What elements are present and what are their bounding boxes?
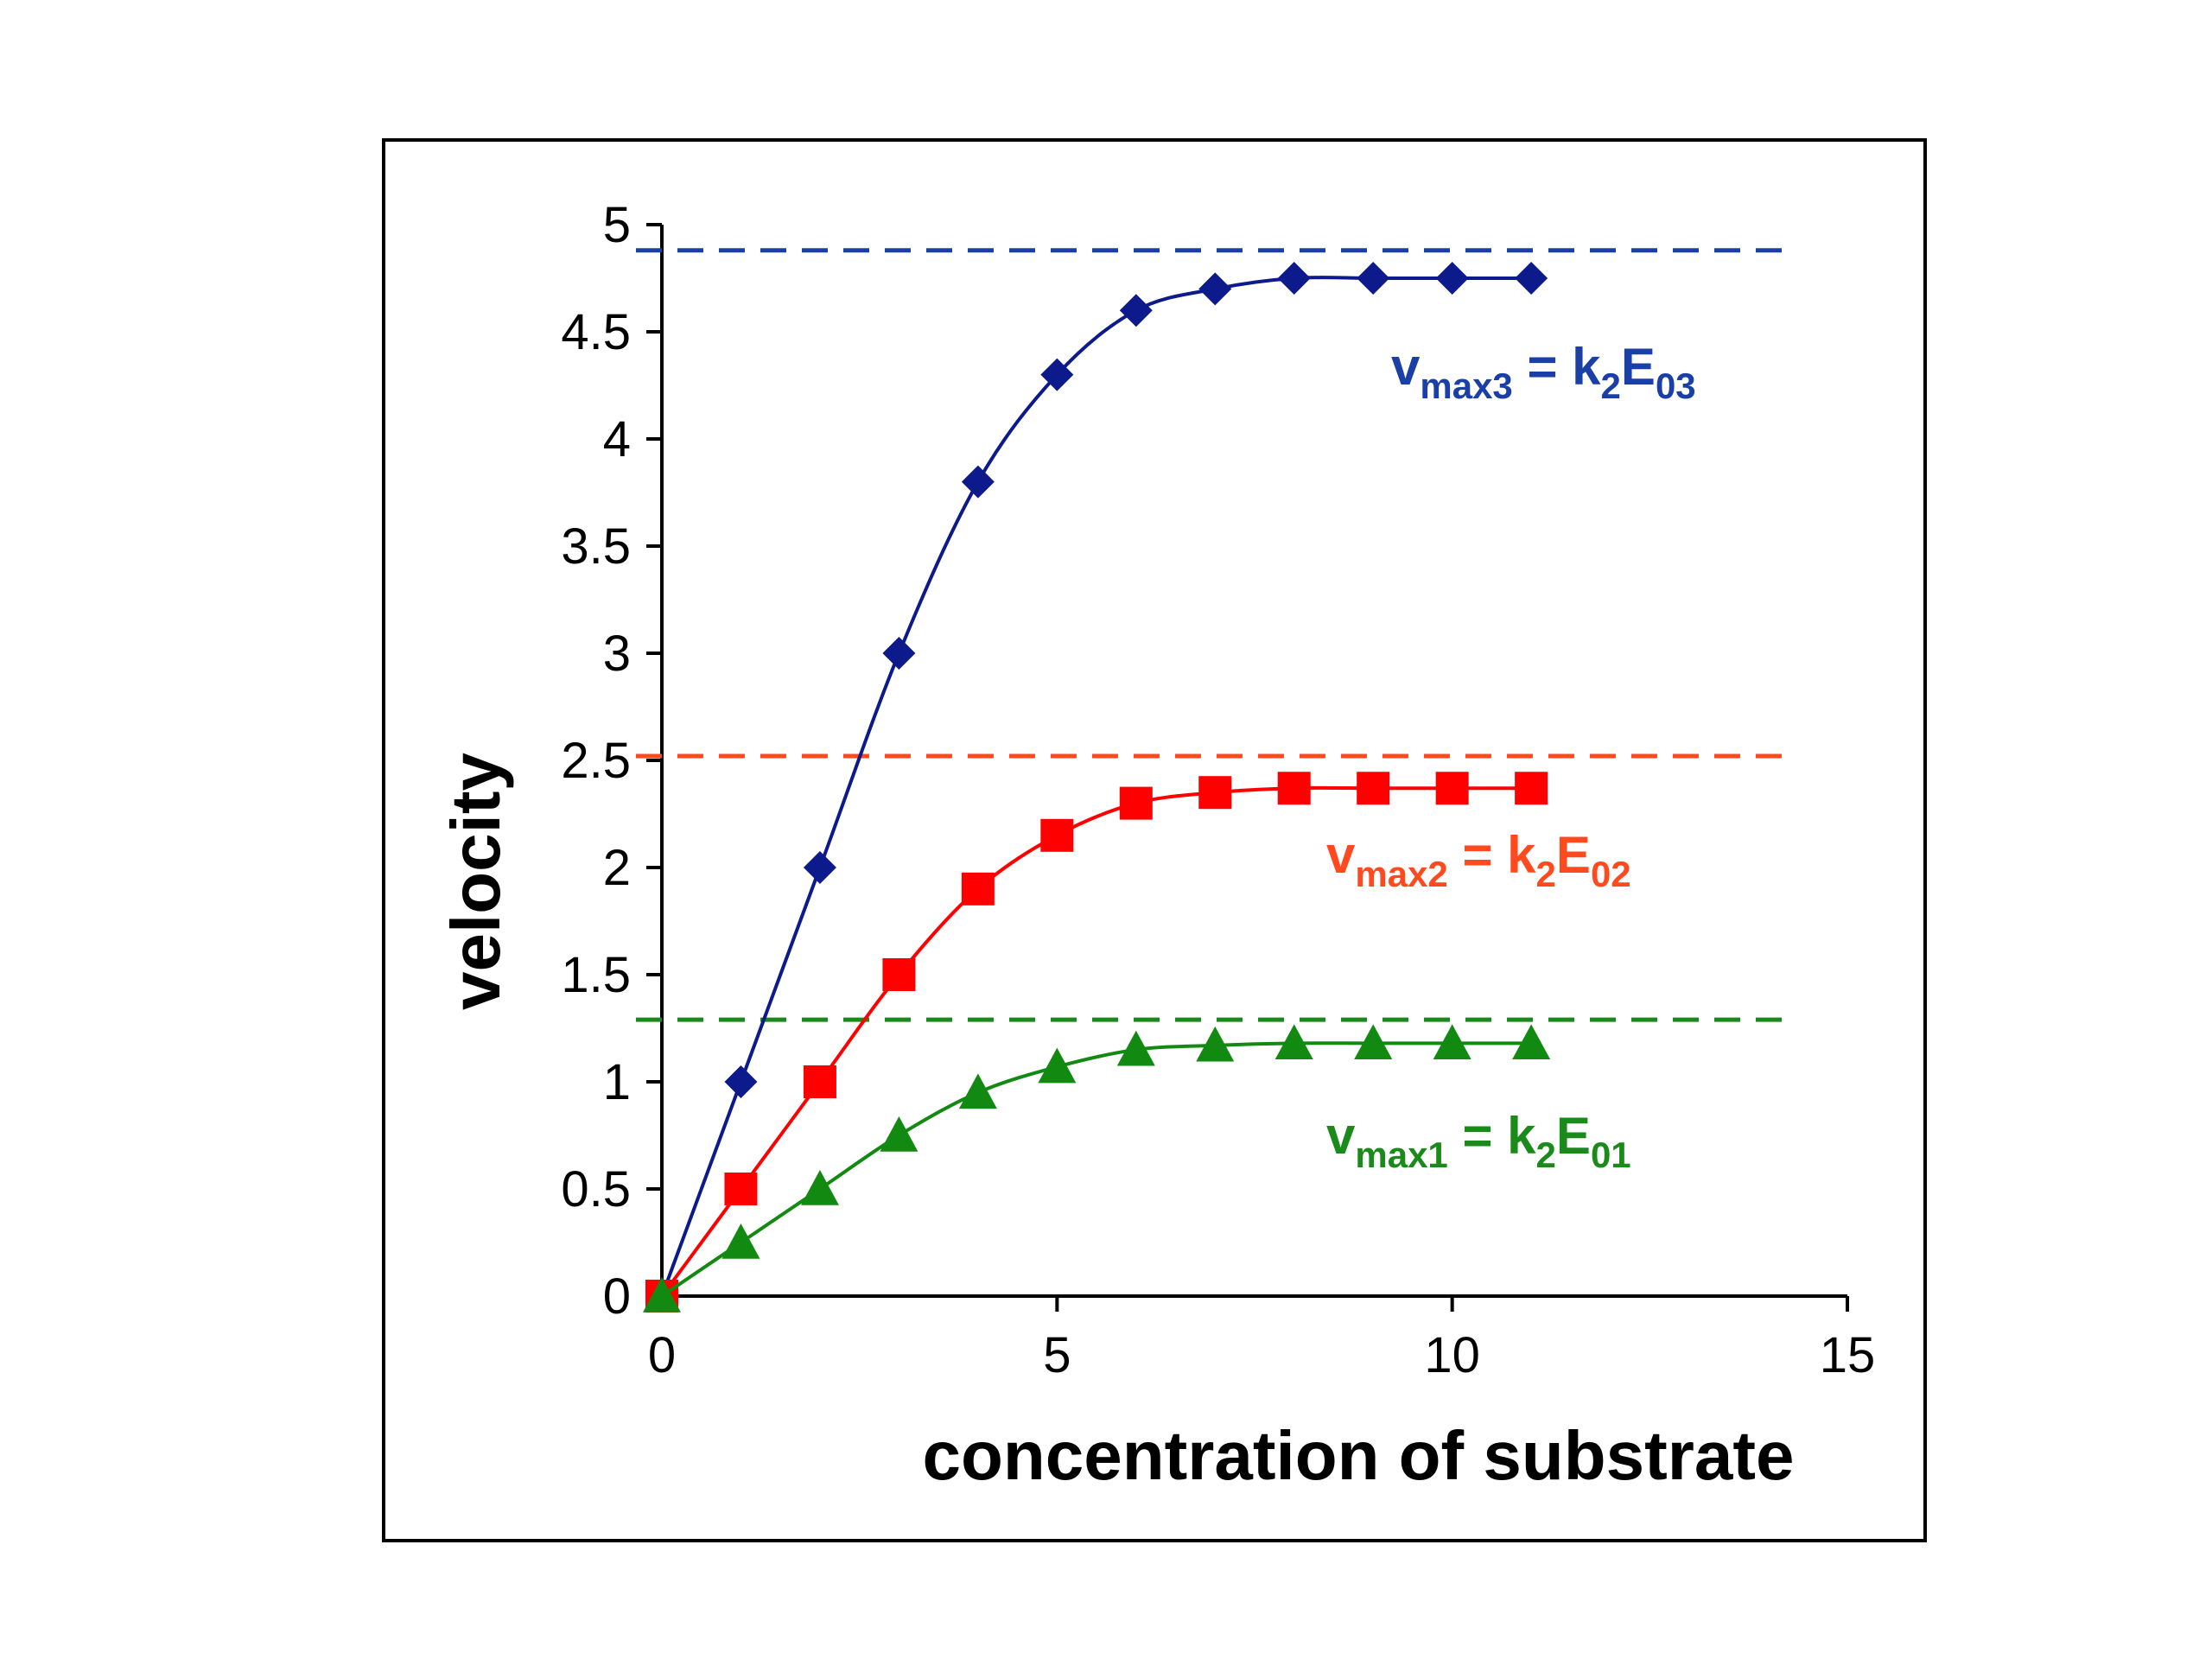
y-tick-label: 2 bbox=[603, 840, 631, 896]
annotation-vmax2: vmax2 = k2E02 bbox=[1326, 826, 1631, 894]
annotation-part: max1 bbox=[1355, 1135, 1447, 1175]
data-point-s3 bbox=[1435, 262, 1469, 295]
x-tick-label: 15 bbox=[1820, 1327, 1876, 1383]
data-point-s1 bbox=[1274, 1024, 1313, 1060]
annotation-part: 01 bbox=[1591, 1135, 1631, 1175]
annotation-part: max2 bbox=[1355, 854, 1447, 894]
data-point-s1 bbox=[1512, 1024, 1551, 1060]
annotation-part: max3 bbox=[1420, 365, 1512, 406]
annotation-part: = k bbox=[1448, 1107, 1536, 1165]
annotation-part: = k bbox=[1448, 826, 1536, 884]
data-point-s2 bbox=[724, 1173, 758, 1205]
data-point-s2 bbox=[1515, 772, 1548, 805]
chart-frame bbox=[382, 138, 1927, 1542]
annotation-part: 02 bbox=[1591, 854, 1631, 894]
annotation-part: v bbox=[1326, 1107, 1356, 1165]
x-ticks: 0 5 10 15 bbox=[648, 1296, 1875, 1383]
y-tick-label: 0.5 bbox=[561, 1161, 631, 1217]
y-tick-label: 0 bbox=[603, 1268, 631, 1325]
data-point-s2 bbox=[1040, 818, 1074, 852]
annotation-part: E bbox=[1556, 1107, 1591, 1165]
data-point-s2 bbox=[1435, 772, 1469, 805]
y-tick-label: 4.5 bbox=[561, 304, 631, 360]
data-point-s1 bbox=[643, 1277, 681, 1313]
series-layer bbox=[643, 262, 1551, 1313]
reference-lines bbox=[636, 248, 1782, 1022]
y-tick-label: 4 bbox=[603, 411, 631, 467]
data-point-s2 bbox=[1119, 786, 1153, 820]
annotation-part: v bbox=[1326, 826, 1356, 884]
y-axis-label: velocity bbox=[437, 753, 514, 1010]
data-point-s3 bbox=[1119, 294, 1153, 327]
x-tick-label: 0 bbox=[648, 1327, 676, 1383]
annotation-vmax1: vmax1 = k2E01 bbox=[1326, 1107, 1631, 1175]
data-point-s1 bbox=[721, 1224, 760, 1259]
y-tick-label: 3 bbox=[603, 626, 631, 682]
data-point-s2 bbox=[882, 958, 916, 991]
data-point-s3 bbox=[882, 637, 916, 670]
y-ticks: 0 0.5 1 1.5 2 2.5 3 3.5 4 4.5 5 bbox=[561, 197, 662, 1325]
data-point-s1 bbox=[880, 1116, 918, 1152]
data-point-s1 bbox=[1354, 1024, 1393, 1060]
data-point-s3 bbox=[803, 851, 836, 884]
y-tick-label: 2.5 bbox=[561, 733, 631, 789]
data-point-s3 bbox=[1515, 262, 1548, 295]
axes: 0 0.5 1 1.5 2 2.5 3 3.5 4 4.5 5 0 5 10 15 bbox=[561, 197, 1875, 1383]
annotation-part: E bbox=[1621, 338, 1656, 396]
annotation-part: v bbox=[1391, 338, 1421, 396]
annotation-vmax3: vmax3 = k2E03 bbox=[1391, 338, 1696, 406]
series-s1 bbox=[643, 1024, 1551, 1313]
data-point-s3 bbox=[1198, 272, 1232, 306]
annotation-part: 2 bbox=[1536, 854, 1556, 894]
series-s2 bbox=[645, 772, 1548, 1313]
y-tick-label: 5 bbox=[603, 197, 631, 253]
x-tick-label: 5 bbox=[1043, 1327, 1071, 1383]
data-point-s3 bbox=[724, 1065, 758, 1098]
data-point-s3 bbox=[1277, 262, 1311, 295]
data-point-s3 bbox=[1357, 262, 1390, 295]
data-point-s2 bbox=[803, 1065, 836, 1098]
data-point-s3 bbox=[961, 465, 995, 499]
y-tick-label: 3.5 bbox=[561, 518, 631, 575]
data-point-s1 bbox=[800, 1170, 839, 1205]
data-point-s2 bbox=[1357, 772, 1390, 805]
data-point-s3 bbox=[1040, 358, 1074, 391]
data-point-s2 bbox=[961, 872, 995, 906]
x-tick-label: 10 bbox=[1424, 1327, 1480, 1383]
annotation-part: 2 bbox=[1601, 365, 1621, 406]
data-point-s1 bbox=[1196, 1026, 1235, 1062]
y-tick-label: 1 bbox=[603, 1054, 631, 1110]
data-point-s2 bbox=[1198, 776, 1232, 810]
x-axis-label: concentration of substrate bbox=[922, 1417, 1794, 1494]
data-point-s1 bbox=[1116, 1030, 1155, 1066]
annotation-part: E bbox=[1556, 826, 1591, 884]
y-tick-label: 1.5 bbox=[561, 947, 631, 1003]
data-point-s1 bbox=[958, 1073, 997, 1109]
data-point-s2 bbox=[1277, 772, 1311, 805]
annotation-part: 2 bbox=[1536, 1135, 1556, 1175]
data-point-s1 bbox=[1038, 1047, 1077, 1084]
data-point-s1 bbox=[1433, 1024, 1471, 1060]
annotation-part: = k bbox=[1513, 338, 1601, 396]
annotation-part: 03 bbox=[1656, 365, 1696, 406]
